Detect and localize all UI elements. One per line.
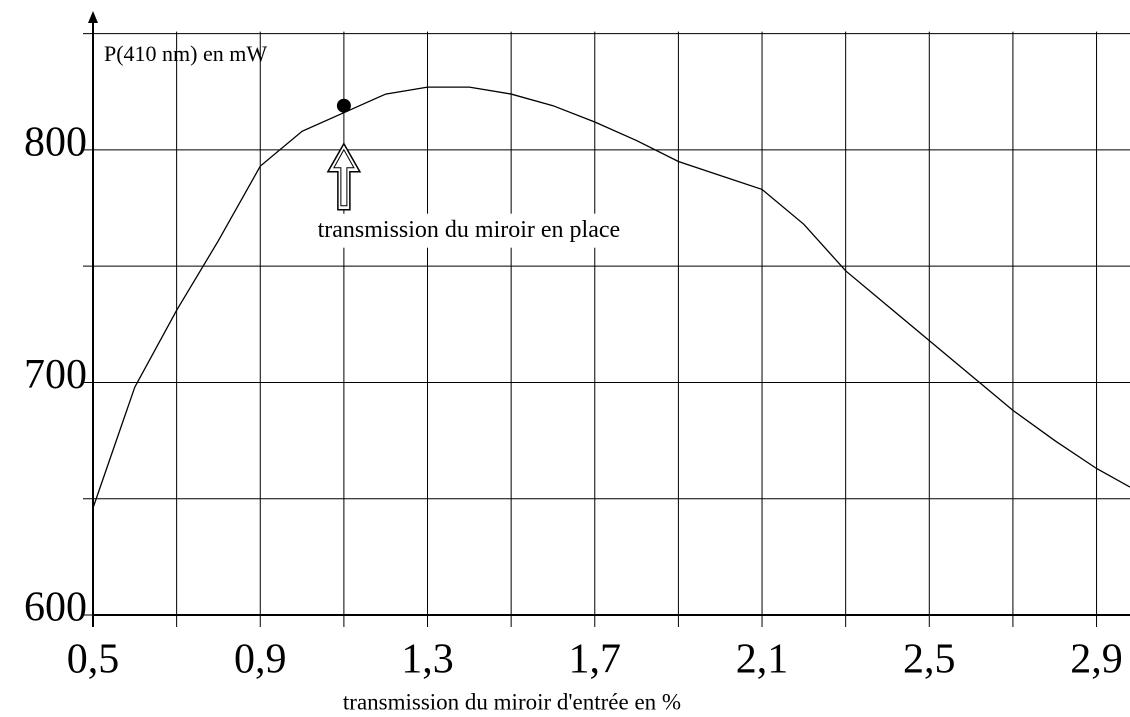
x-tick-label: 0,5 [67,637,120,683]
y-tick-label: 600 [24,585,87,631]
curve [92,86,1130,509]
x-axis-label: transmission du miroir d'entrée en % [343,689,681,714]
annotation-text: transmission du miroir en place [318,217,621,243]
y-tick-label: 700 [24,352,87,398]
y-axis-arrow [88,11,98,23]
x-tick-label: 1,7 [569,637,622,683]
x-tick-label: 1,3 [401,637,454,683]
annotation-arrow [326,142,362,211]
y-axis-label: P(410 nm) en mW [104,41,267,66]
x-tick-label: 2,9 [1070,637,1123,683]
x-tick-label: 0,9 [234,637,287,683]
annotation-bg [285,213,656,248]
x-tick-label: 2,5 [903,637,956,683]
y-tick-label: 800 [24,120,87,166]
x-tick-label: 2,1 [736,637,789,683]
annotation-arrow-inner [333,148,355,207]
marker-point [336,98,351,113]
